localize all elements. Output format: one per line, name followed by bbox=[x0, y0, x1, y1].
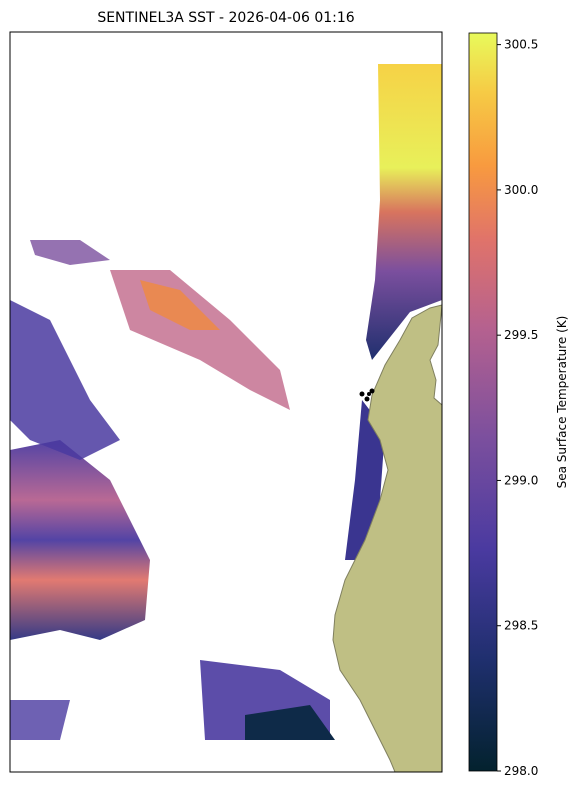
station bbox=[369, 388, 375, 394]
colorbar-tick-label: 298.5 bbox=[504, 619, 538, 633]
sst-coastal bbox=[366, 64, 442, 360]
map-frame bbox=[9, 31, 443, 773]
station bbox=[367, 392, 371, 396]
station bbox=[359, 391, 365, 397]
sst-south bbox=[10, 700, 70, 740]
station-markers bbox=[359, 388, 375, 402]
colorbar bbox=[468, 32, 498, 772]
station bbox=[364, 396, 370, 402]
sst-west bbox=[10, 300, 120, 460]
sst-west bbox=[10, 440, 150, 640]
colorbar-tick-label: 300.5 bbox=[504, 38, 538, 52]
colorbar-tick-label: 298.0 bbox=[504, 764, 538, 778]
sst-band bbox=[140, 280, 220, 330]
sst-coastal bbox=[345, 400, 385, 560]
land bbox=[332, 304, 443, 773]
sst-band bbox=[30, 240, 110, 265]
map-area bbox=[9, 31, 443, 773]
sst-south bbox=[245, 705, 335, 740]
colorbar-tick-label: 300.0 bbox=[504, 183, 538, 197]
map-title: SENTINEL3A SST - 2026-04-06 01:16 bbox=[97, 10, 354, 26]
colorbar-label: Sea Surface Temperature (K) bbox=[555, 316, 569, 489]
colorbar-tick-label: 299.5 bbox=[504, 328, 538, 342]
colorbar-tick-label: 299.0 bbox=[504, 473, 538, 487]
